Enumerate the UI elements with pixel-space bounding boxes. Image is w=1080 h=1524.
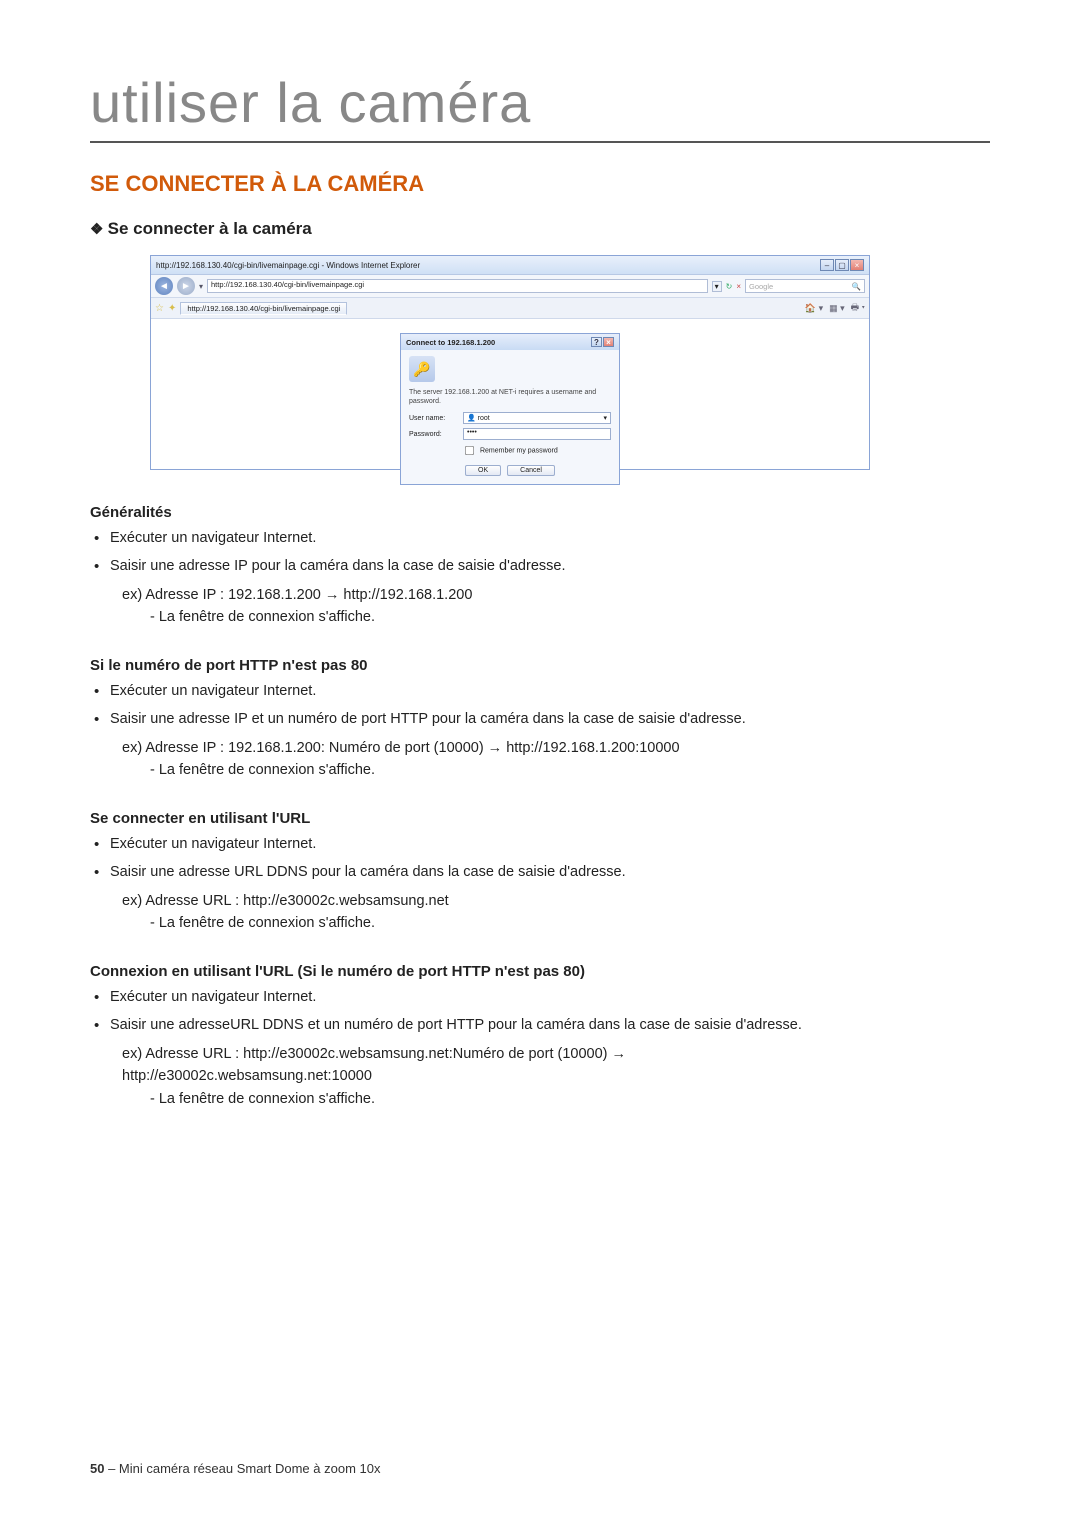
username-label: User name: [409, 415, 457, 422]
minimize-icon[interactable]: – [820, 259, 834, 271]
auth-dialog: Connect to 192.168.1.200 ? × 🔑 The serve… [400, 333, 620, 485]
section-heading: Connexion en utilisant l'URL (Si le numé… [90, 963, 990, 980]
page-number: 50 [90, 1461, 104, 1476]
ok-button[interactable]: OK [465, 465, 501, 476]
feed-icon[interactable]: ▦ ▾ [829, 303, 845, 314]
search-placeholder: Google [749, 282, 773, 291]
auth-close-icon[interactable]: × [603, 337, 614, 347]
search-icon[interactable]: 🔍 [852, 282, 861, 291]
cancel-button[interactable]: Cancel [507, 465, 555, 476]
dropdown-icon[interactable]: ▾ [199, 282, 203, 291]
address-input[interactable]: http://192.168.130.40/cgi-bin/livemainpa… [207, 279, 708, 293]
example-line: ex) Adresse IP : 192.168.1.200 → http://… [90, 584, 990, 606]
list-item: Exécuter un navigateur Internet. [94, 680, 990, 702]
browser-tab[interactable]: http://192.168.130.40/cgi-bin/livemainpa… [180, 302, 347, 315]
result-line: - La fenêtre de connexion s'affiche. [90, 912, 990, 934]
password-input[interactable]: •••• [463, 428, 611, 440]
back-icon[interactable]: ◄ [155, 277, 173, 295]
maximize-icon[interactable]: ▢ [835, 259, 849, 271]
window-controls: – ▢ × [820, 259, 864, 271]
list-item: Exécuter un navigateur Internet. [94, 527, 990, 549]
auth-dialog-title: Connect to 192.168.1.200 [406, 338, 495, 347]
example-line: ex) Adresse IP : 192.168.1.200: Numéro d… [90, 737, 990, 759]
username-value: root [478, 415, 490, 422]
chapter-title: utiliser la caméra [90, 70, 990, 143]
list-item: Exécuter un navigateur Internet. [94, 986, 990, 1008]
print-icon[interactable]: 🖶 ▾ [851, 300, 865, 316]
close-icon[interactable]: × [850, 259, 864, 271]
browser-screenshot: http://192.168.130.40/cgi-bin/livemainpa… [150, 255, 870, 470]
section-heading: Généralités [90, 504, 990, 521]
username-input[interactable]: 👤 root ▾ [463, 412, 611, 424]
remember-label: Remember my password [480, 448, 558, 455]
result-line: - La fenêtre de connexion s'affiche. [90, 759, 990, 781]
sub-title: Se connecter à la caméra [90, 219, 990, 239]
auth-help-icon[interactable]: ? [591, 337, 602, 347]
result-line: - La fenêtre de connexion s'affiche. [90, 606, 990, 628]
tab-row: ☆ ✦ http://192.168.130.40/cgi-bin/livema… [151, 298, 869, 319]
refresh-icon2[interactable]: ↻ [726, 282, 733, 291]
forward-icon[interactable]: ► [177, 277, 195, 295]
example-line: http://e30002c.websamsung.net:10000 [90, 1065, 990, 1087]
result-line: - La fenêtre de connexion s'affiche. [90, 1088, 990, 1110]
refresh-icon[interactable]: ▾ [712, 281, 722, 292]
home-icon[interactable]: 🏠 ▾ [805, 303, 823, 314]
search-input[interactable]: Google 🔍 [745, 279, 865, 293]
favorites-icon[interactable]: ☆ [155, 303, 164, 314]
list-item: Saisir une adresse URL DDNS pour la camé… [94, 861, 990, 883]
ie-window-title: http://192.168.130.40/cgi-bin/livemainpa… [156, 261, 420, 270]
example-line: ex) Adresse URL : http://e30002c.websams… [90, 890, 990, 912]
footer-title: – Mini caméra réseau Smart Dome à zoom 1… [104, 1461, 380, 1476]
address-bar-row: ◄ ► ▾ http://192.168.130.40/cgi-bin/live… [151, 275, 869, 298]
list-item: Exécuter un navigateur Internet. [94, 833, 990, 855]
section-heading: Se connecter en utilisant l'URL [90, 810, 990, 827]
password-label: Password: [409, 431, 457, 438]
ie-titlebar: http://192.168.130.40/cgi-bin/livemainpa… [151, 256, 869, 275]
list-item: Saisir une adresseURL DDNS et un numéro … [94, 1014, 990, 1036]
page-footer: 50 – Mini caméra réseau Smart Dome à zoo… [90, 1461, 380, 1476]
list-item: Saisir une adresse IP et un numéro de po… [94, 708, 990, 730]
example-line: ex) Adresse URL : http://e30002c.websams… [90, 1043, 990, 1065]
browser-content: Connect to 192.168.1.200 ? × 🔑 The serve… [151, 319, 869, 469]
list-item: Saisir une adresse IP pour la caméra dan… [94, 555, 990, 577]
section-title: SE CONNECTER À LA CAMÉRA [90, 171, 990, 197]
remember-checkbox[interactable] [465, 446, 474, 455]
key-icon: 🔑 [409, 356, 435, 382]
stop-icon[interactable]: × [736, 282, 741, 291]
add-favorite-icon[interactable]: ✦ [168, 303, 176, 314]
section-heading: Si le numéro de port HTTP n'est pas 80 [90, 657, 990, 674]
auth-message: The server 192.168.1.200 at NET-i requir… [409, 388, 611, 406]
dropdown-icon[interactable]: ▾ [603, 414, 607, 422]
